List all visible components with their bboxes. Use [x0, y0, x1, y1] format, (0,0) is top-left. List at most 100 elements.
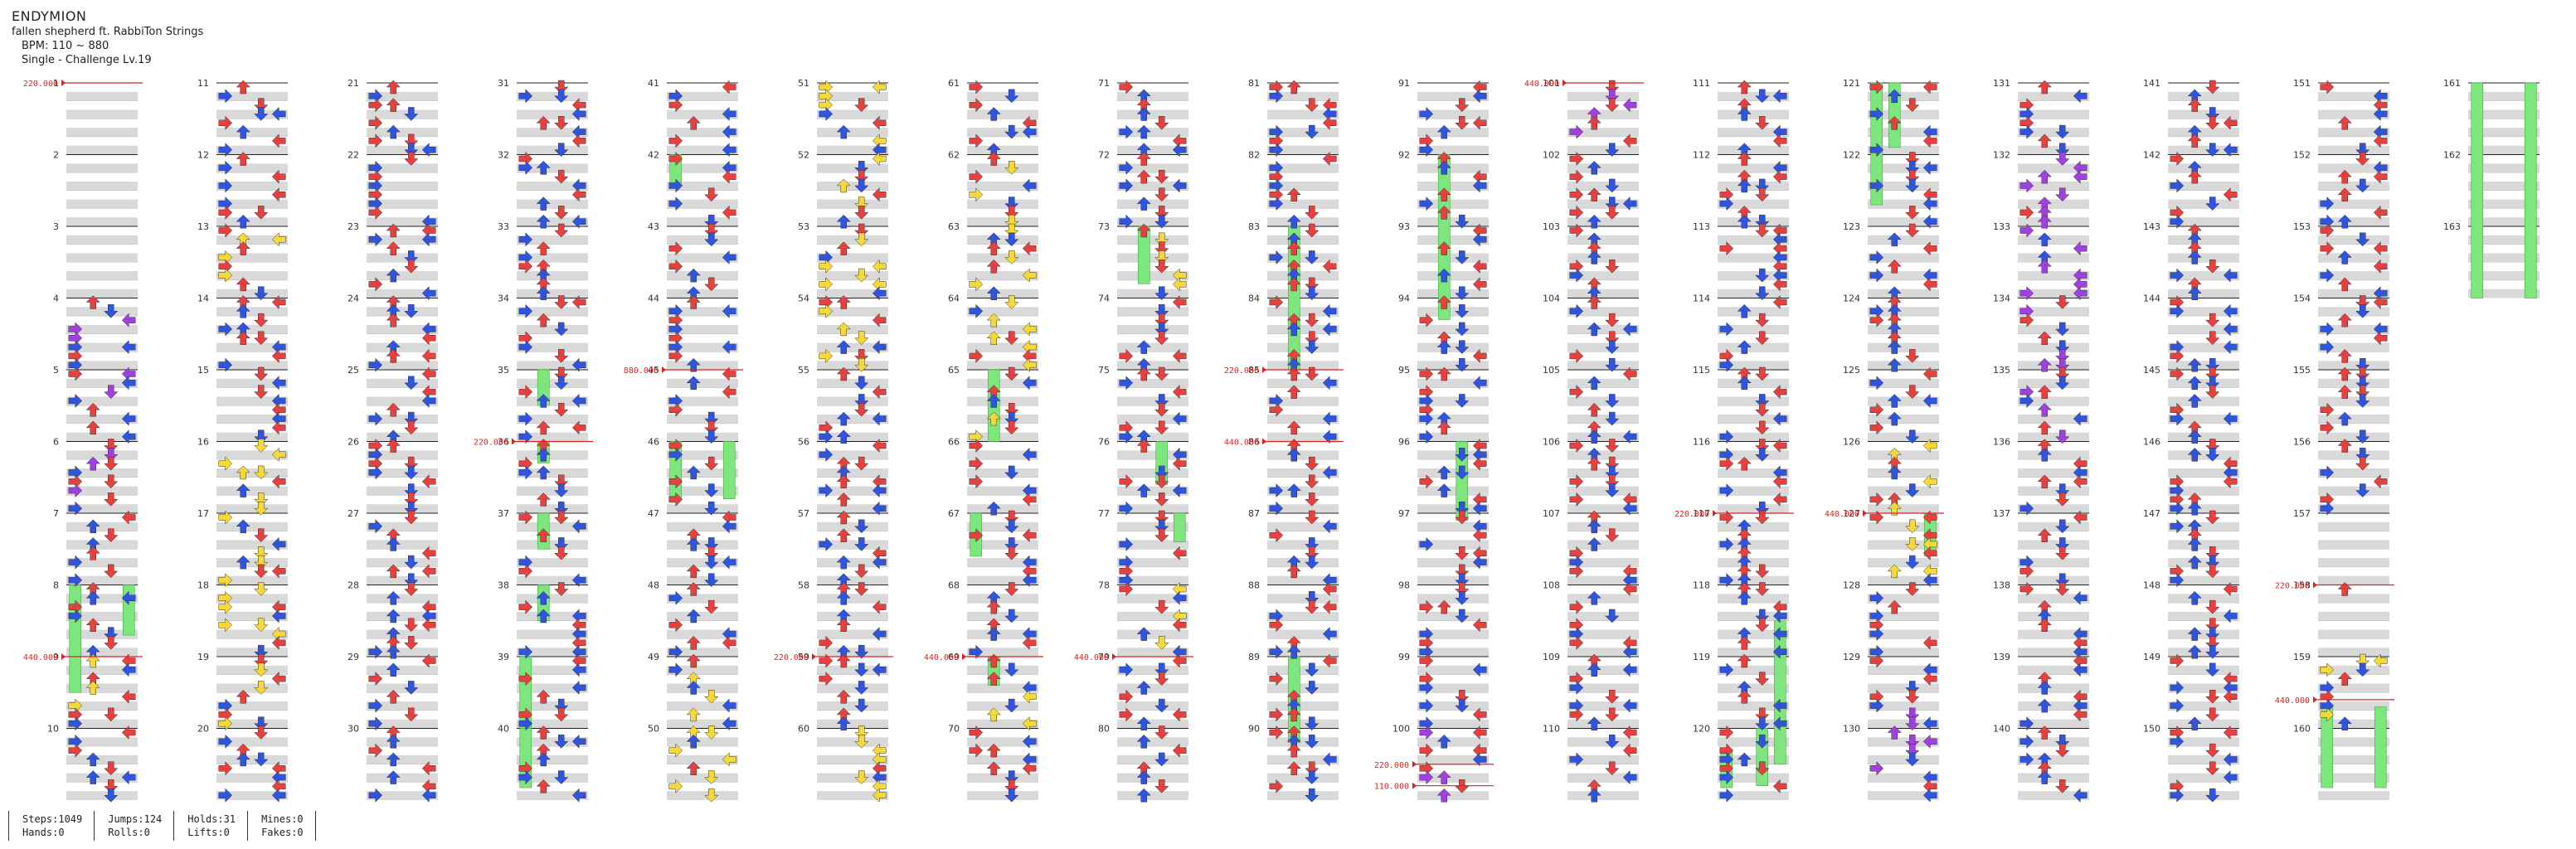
arrow-note: [368, 357, 383, 372]
arrow-note: [986, 672, 1001, 686]
lane-shade: [817, 199, 888, 209]
lane-shade: [2468, 91, 2540, 101]
arrow-note: [986, 627, 1001, 641]
arrow-note: [404, 510, 419, 525]
measure-number: 2: [53, 150, 59, 161]
lane-shade: [1718, 199, 1789, 209]
lane-shade: [2318, 648, 2389, 657]
arrow-note: [571, 788, 586, 803]
measure-number: 20: [197, 724, 209, 735]
lane-shade: [2168, 91, 2239, 101]
arrow-note: [2037, 232, 2052, 247]
arrow-note: [854, 232, 869, 247]
arrow-note: [1305, 716, 1320, 731]
arrow-note: [854, 98, 869, 112]
arrow-note: [104, 528, 119, 542]
arrow-note: [722, 519, 736, 534]
bpm-marker-tick: [1262, 438, 1266, 445]
arrow-note: [536, 160, 551, 175]
arrow-note: [1869, 698, 1884, 713]
measure: 22: [348, 150, 438, 226]
arrow-note: [1154, 698, 1169, 713]
arrow-note: [1455, 98, 1470, 112]
lane-shade: [1117, 361, 1188, 370]
arrow-note: [571, 662, 586, 677]
arrow-note: [554, 474, 569, 489]
arrow-note: [854, 331, 869, 346]
lane-shade: [1567, 145, 1639, 155]
lane-shade: [1718, 235, 1789, 245]
lane-shade: [1567, 432, 1639, 442]
lane-shade: [517, 307, 588, 317]
arrow-note: [271, 232, 286, 247]
arrow-note: [1436, 770, 1451, 784]
arrow-note: [704, 537, 719, 551]
measure: 52: [798, 150, 888, 226]
arrow-note: [271, 788, 286, 803]
lane-shade: [1567, 109, 1639, 119]
arrow-note: [1922, 393, 1937, 409]
arrow-note: [2205, 618, 2220, 633]
arrow-note: [386, 590, 401, 605]
arrow-note: [236, 483, 250, 497]
bpm-marker-tick: [1412, 760, 1417, 768]
lane-shade: [1868, 324, 1939, 334]
lane-shade: [1868, 128, 1939, 137]
lane-shade: [1868, 199, 1939, 209]
lane-shade: [967, 432, 1038, 442]
arrow-note: [1004, 788, 1019, 803]
measure-number: 110: [1543, 724, 1560, 735]
arrow-note: [1887, 357, 1902, 372]
arrow-note: [1905, 169, 1920, 184]
arrow-note: [104, 779, 119, 793]
arrow-note: [1286, 564, 1301, 579]
arrow-note: [554, 206, 569, 220]
arrow-note: [1622, 501, 1637, 516]
arrow-note: [104, 385, 119, 399]
lane-shade: [817, 486, 888, 496]
arrow-note: [218, 788, 233, 803]
lane-shade: [216, 719, 288, 729]
arrow-note: [1022, 178, 1037, 193]
arrow-note: [1905, 555, 1920, 570]
arrow-note: [554, 735, 569, 749]
arrow-note: [836, 689, 851, 704]
measure-number: 39: [498, 652, 509, 662]
arrow-note: [2355, 394, 2370, 408]
measure-number: 60: [798, 724, 809, 735]
arrow-note: [1755, 707, 1770, 722]
lane-shade: [817, 128, 888, 137]
lane-shade: [1417, 289, 1489, 298]
lane-shade: [1417, 611, 1489, 621]
arrow-note: [2073, 590, 2088, 605]
lane-shade: [1267, 91, 1339, 101]
arrow-note: [1869, 178, 1884, 193]
arrow-note: [1172, 546, 1187, 560]
arrow-note: [218, 223, 233, 238]
arrow-note: [554, 546, 569, 560]
lane-shade: [1718, 91, 1789, 101]
lane-shade: [1267, 611, 1339, 621]
lane-shade: [667, 342, 738, 352]
arrow-note: [872, 662, 887, 677]
arrow-note: [2337, 349, 2352, 363]
lane-shade: [2318, 504, 2389, 513]
arrow-note: [1172, 385, 1187, 400]
lane-shade: [967, 324, 1038, 334]
arrow-note: [1154, 206, 1169, 220]
lane-shade: [1417, 163, 1489, 173]
measure-number: 15: [197, 365, 209, 376]
arrow-note: [1772, 133, 1787, 148]
lane-shade: [1417, 648, 1489, 657]
arrow-note: [236, 214, 250, 229]
measure: 17: [197, 508, 288, 585]
lane-shade: [517, 199, 588, 209]
arrow-note: [571, 214, 586, 229]
lane-shade: [66, 450, 138, 460]
bpm-label: 220.000: [1674, 510, 1709, 519]
measure-number: 139: [1993, 652, 2010, 662]
measure: 43: [648, 221, 738, 298]
arrow-note: [121, 411, 136, 426]
bpm-marker-tick: [1412, 782, 1417, 789]
arrow-note: [85, 653, 100, 668]
